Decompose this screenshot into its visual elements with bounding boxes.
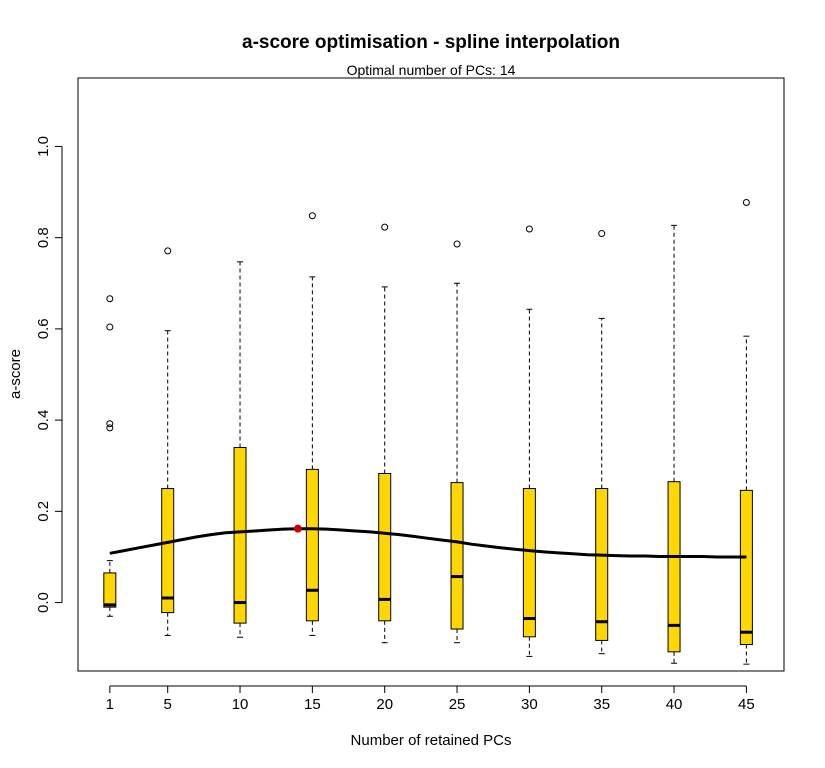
outlier-point [164,247,172,255]
boxplot-40 [667,224,681,664]
plot-frame [77,77,785,672]
boxplot-25 [450,240,464,644]
x-axis-label: Number of retained PCs [351,732,512,749]
box [305,468,319,622]
x-tick-label: 25 [449,696,466,713]
box [450,482,464,630]
x-tick-label: 45 [738,696,755,713]
box [739,489,753,646]
y-axis: 0.0 0.2 0.4 0.6 0.8 1.0 [35,136,63,613]
outlier-point [308,212,316,220]
boxplot-35 [595,230,609,655]
x-tick-label: 15 [304,696,321,713]
outlier-point [106,295,114,303]
x-tick-label: 20 [376,696,393,713]
y-axis-label: a-score [7,349,24,399]
outlier-point [106,420,114,428]
x-axis: 1 5 10 15 20 25 30 35 40 45 [106,685,755,713]
boxplot-45 [739,199,753,665]
y-tick-label: 0.6 [35,318,52,339]
y-tick-label: 0.4 [35,410,52,431]
chart-title: a-score optimisation - spline interpolat… [242,32,620,53]
y-tick-label: 0.8 [35,227,52,248]
boxplot-15 [305,212,319,636]
box [667,481,681,653]
spline-curve [109,524,747,559]
x-tick-label: 10 [232,696,249,713]
y-tick-label: 0.0 [35,592,52,613]
boxplot-30 [522,225,536,657]
x-tick-label: 40 [666,696,683,713]
box [233,446,247,624]
y-tick-label: 0.2 [35,501,52,522]
boxplot-5 [161,247,175,636]
outlier-point [106,424,114,432]
y-tick-label: 1.0 [35,136,52,157]
boxplot-20 [378,223,392,644]
box [103,572,117,608]
x-tick-label: 5 [164,696,172,713]
outlier-point [525,225,533,233]
outlier-point [381,223,389,231]
boxplot-series [103,199,753,665]
box [161,488,175,614]
boxplot-10 [233,261,247,638]
outlier-point [742,199,750,207]
x-tick-label: 1 [106,696,114,713]
x-tick-label: 35 [593,696,610,713]
boxplot-1 [103,295,117,617]
box [378,472,392,622]
box [522,488,536,638]
outlier-point [453,240,461,248]
outlier-point [598,230,606,238]
chart-subtitle: Optimal number of PCs: 14 [347,62,516,78]
outlier-point [106,323,114,331]
spline-line [109,527,747,559]
x-tick-label: 30 [521,696,538,713]
box [595,488,609,641]
optimum-point [293,524,302,533]
